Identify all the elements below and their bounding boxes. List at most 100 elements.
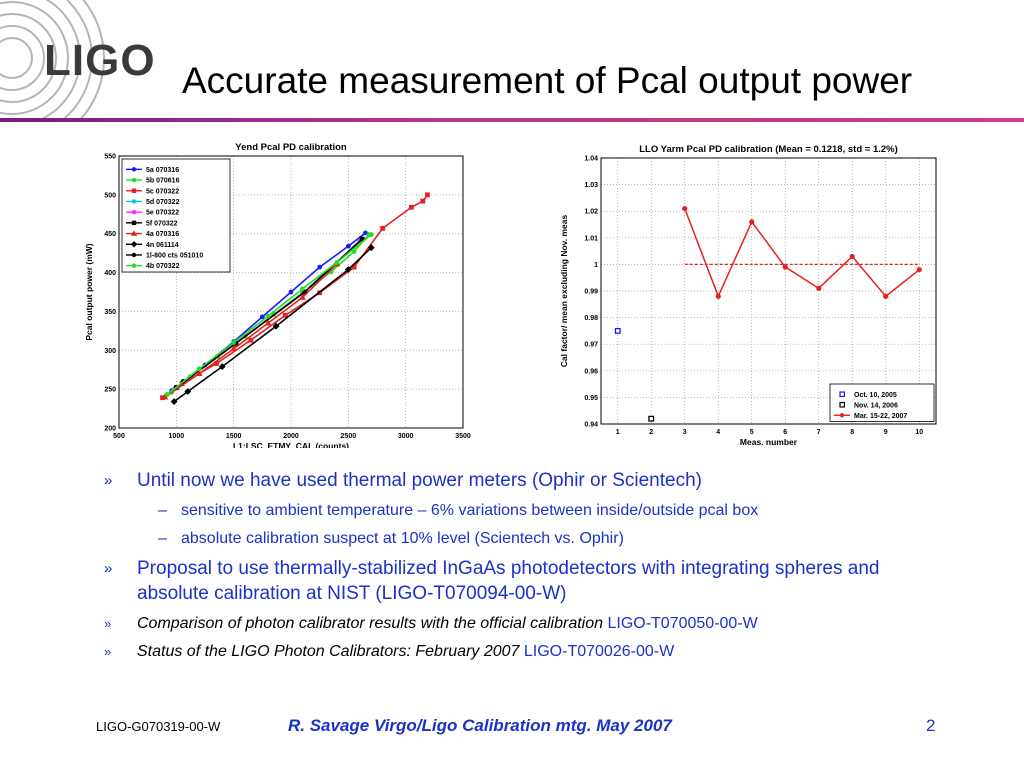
data-point — [334, 260, 340, 265]
data-point — [259, 314, 265, 320]
data-point — [288, 289, 294, 295]
data-point — [749, 219, 755, 225]
bullet-reference-item: » Comparison of photon calibrator results… — [104, 615, 758, 632]
data-point — [367, 244, 375, 252]
legend-entry: 5c 070322 — [146, 188, 179, 195]
data-point — [816, 285, 822, 291]
footer-presenter: R. Savage Virgo/Ligo Calibration mtg. Ma… — [288, 716, 672, 735]
data-point — [883, 293, 889, 299]
data-point — [233, 340, 239, 346]
legend-marker — [131, 188, 137, 193]
legend-marker — [839, 401, 846, 408]
footer-document-id: LIGO-G070319-00-W — [96, 719, 221, 734]
data-series — [164, 232, 374, 397]
x-axis-label: Meas. number — [740, 437, 798, 447]
data-point — [272, 322, 280, 330]
x-tick-label: 2 — [649, 429, 653, 436]
bullet-reference-item: » Status of the LIGO Photon Calibrators: … — [104, 643, 675, 660]
y-tick-label: 1.02 — [584, 209, 598, 216]
data-point — [214, 361, 219, 366]
y-tick-label: 400 — [104, 270, 116, 277]
data-point — [302, 289, 308, 295]
x-tick-label: 9 — [884, 429, 888, 436]
legend-entry: 4n 061114 — [146, 242, 179, 249]
chart-legend: 5a 070316 5b 070616 5c 070322 5d 070322 5e 0… — [121, 158, 231, 273]
logo-arcs-icon — [0, 0, 105, 120]
legend-entry: 5a 070316 — [146, 167, 179, 174]
x-tick-label: 3 — [683, 429, 687, 436]
y-tick-label: 1.01 — [584, 235, 598, 242]
legend-entry: 5d 070322 — [146, 199, 180, 206]
document-reference-link[interactable]: LIGO-T070026-00-W — [523, 643, 675, 660]
legend-entry: 1l-800 cts 051010 — [146, 252, 203, 259]
data-point — [849, 253, 855, 260]
legend-marker — [131, 177, 137, 183]
title-divider — [0, 118, 1024, 122]
legend-box — [121, 158, 231, 273]
bullet-list: » Until now we have used thermal power me… — [100, 468, 1000, 669]
series-line — [164, 263, 338, 398]
data-point — [782, 264, 788, 270]
data-point — [170, 398, 178, 405]
x-tick-label: 10 — [915, 429, 923, 436]
data-point — [344, 266, 352, 273]
y-tick-label: 500 — [104, 192, 116, 199]
data-point — [300, 286, 305, 292]
y-tick-label: 550 — [104, 154, 116, 161]
data-series — [170, 244, 375, 405]
ligo-logo: LIGO — [0, 0, 170, 120]
legend-marker — [130, 230, 138, 236]
legend-entry: 5b 070616 — [146, 178, 180, 185]
data-point — [359, 236, 365, 242]
x-tick-label: 2000 — [283, 433, 299, 440]
data-point — [184, 388, 192, 395]
data-series — [682, 205, 922, 299]
legend-marker — [131, 263, 137, 268]
x-tick-label: 3500 — [455, 433, 471, 440]
y-tick-label: 1.04 — [584, 156, 598, 163]
data-point — [682, 205, 688, 212]
yend-calibration-chart: 500 1000 1500 2000 2500 3000 3500 200 250 300 350 4… — [84, 142, 471, 448]
legend-marker — [131, 220, 137, 226]
chart-title: Yend Pcal PD calibration — [235, 142, 347, 153]
legend-entry: 5e 070322 — [146, 210, 179, 217]
legend-entry: 5f 070322 — [146, 220, 178, 227]
llo-yarm-calibration-chart: 1 2 3 4 5 6 7 8 9 10 0.94 0.95 0.96 0.97 0.98 0.99 1 1.01… — [559, 144, 937, 447]
legend-marker — [131, 199, 137, 204]
y-tick-label: 0.99 — [584, 289, 598, 296]
x-tick-label: 7 — [817, 429, 821, 436]
y-tick-label: 0.98 — [584, 315, 598, 322]
data-series — [614, 327, 621, 334]
plot-frame — [118, 155, 464, 429]
legend-marker — [131, 252, 137, 258]
legend-entry: 4b 070322 — [146, 263, 180, 270]
data-point — [368, 232, 374, 237]
y-tick-label: 1 — [594, 262, 598, 269]
x-tick-label: 2500 — [341, 433, 357, 440]
x-tick-label: 8 — [850, 429, 854, 436]
y-tick-label: 0.96 — [584, 368, 598, 375]
x-tick-label: 4 — [716, 429, 720, 436]
data-point — [161, 393, 169, 400]
y-tick-label: 0.94 — [584, 422, 598, 429]
data-point — [420, 198, 426, 204]
y-tick-label: 200 — [104, 426, 116, 433]
data-point — [409, 204, 414, 210]
series-line — [684, 208, 920, 299]
bullet-item: » Proposal to use thermally-stabilized In… — [104, 558, 880, 604]
legend-marker — [131, 167, 137, 172]
x-tick-label: 1000 — [169, 433, 185, 440]
data-point — [264, 319, 272, 326]
legend-marker — [131, 209, 137, 215]
y-tick-label: 300 — [104, 348, 116, 355]
plot-frame — [600, 157, 937, 425]
data-point — [317, 264, 323, 270]
y-tick-label: 250 — [104, 387, 116, 394]
bullet-sub-item: – sensitive to ambient temperature – 6% v… — [158, 502, 759, 519]
data-point — [299, 294, 306, 300]
x-tick-label: 500 — [113, 433, 125, 440]
document-reference-link[interactable]: LIGO-T070050-00-W — [607, 615, 758, 632]
data-point — [715, 293, 721, 299]
data-point — [282, 312, 288, 318]
y-tick-label: 450 — [104, 231, 116, 238]
